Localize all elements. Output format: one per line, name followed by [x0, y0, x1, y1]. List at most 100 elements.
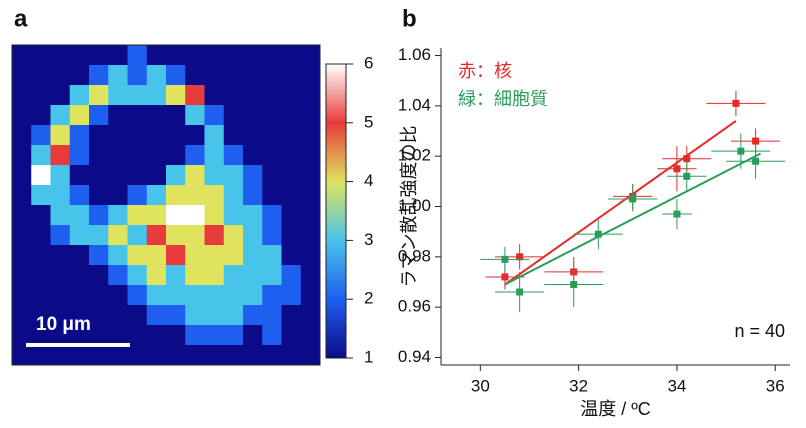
- heatmap-cell: [89, 225, 109, 246]
- heatmap-cell: [185, 245, 205, 266]
- heatmap-cell: [12, 285, 32, 306]
- heatmap-cell: [31, 265, 51, 286]
- data-point: [683, 172, 691, 180]
- fit-line: [504, 152, 761, 286]
- heatmap-cell: [223, 345, 244, 366]
- data-point: [501, 255, 509, 263]
- scale-bar-label: 10 μm: [36, 314, 91, 335]
- heatmap-cell: [89, 145, 109, 166]
- heatmap-cell: [223, 285, 244, 306]
- heatmap-cell: [185, 65, 205, 86]
- heatmap-cell: [12, 205, 32, 226]
- heatmap-cell: [69, 265, 90, 286]
- x-axis-label: 温度 / ºC: [580, 399, 651, 419]
- heatmap-cell: [69, 165, 90, 186]
- heatmap-cell: [243, 225, 263, 246]
- heatmap-cell: [300, 245, 321, 266]
- heatmap-cell: [89, 45, 109, 66]
- heatmap-cell: [223, 185, 244, 206]
- heatmap-cell: [281, 85, 302, 106]
- heatmap-cell: [127, 145, 148, 166]
- heatmap-cell: [262, 45, 282, 66]
- legend-entry: 緑：細胞質: [458, 89, 548, 109]
- heatmap-cell: [108, 165, 128, 186]
- heatmap-cell: [12, 325, 32, 346]
- heatmap-cell: [108, 85, 128, 106]
- heatmap-cell: [146, 125, 167, 146]
- heatmap-cell: [185, 265, 205, 286]
- y-axis-label: ラマン散乱強度の比: [399, 126, 419, 288]
- heatmap-cell: [281, 45, 302, 66]
- heatmap-cell: [69, 205, 90, 226]
- heatmap-cell: [89, 245, 109, 266]
- heatmap-cell: [281, 325, 302, 346]
- heatmap-cell: [50, 345, 71, 366]
- heatmap-cell: [223, 125, 244, 146]
- heatmap-cell: [185, 225, 205, 246]
- heatmap-cell: [50, 325, 71, 346]
- heatmap-cell: [31, 105, 51, 126]
- heatmap-cell: [281, 125, 302, 146]
- heatmap-cell: [31, 185, 51, 206]
- heatmap-cell: [146, 205, 167, 226]
- heatmap-cell: [243, 325, 263, 346]
- heatmap-cell: [243, 285, 263, 306]
- data-point: [752, 137, 760, 145]
- heatmap-cell: [146, 185, 167, 206]
- heatmap-cell: [185, 85, 205, 106]
- data-point: [594, 230, 602, 238]
- heatmap-cell: [262, 345, 282, 366]
- heatmap-cell: [12, 65, 32, 86]
- heatmap-cell: [69, 305, 90, 326]
- heatmap-cell: [108, 225, 128, 246]
- heatmap-cell: [127, 125, 148, 146]
- heatmap-cell: [166, 305, 186, 326]
- data-point: [570, 280, 578, 288]
- heatmap-cell: [31, 125, 51, 146]
- image-frame: [11, 44, 321, 366]
- colorbar-tick-label: 2: [364, 289, 373, 308]
- data-point: [732, 99, 740, 107]
- heatmap-cell: [281, 65, 302, 86]
- heatmap-cell: [31, 325, 51, 346]
- heatmap-cell: [262, 225, 282, 246]
- heatmap-cell: [262, 85, 282, 106]
- heatmap-cell: [262, 145, 282, 166]
- heatmap-cell: [127, 65, 148, 86]
- colorbar-tick-label: 6: [364, 53, 373, 72]
- heatmap-cell: [69, 285, 90, 306]
- heatmap-cell: [108, 185, 128, 206]
- heatmap-cell: [108, 105, 128, 126]
- heatmap-cell: [243, 125, 263, 146]
- heatmap-cell: [31, 305, 51, 326]
- heatmap-cell: [204, 85, 225, 106]
- heatmap-cell: [185, 145, 205, 166]
- heatmap-cell: [127, 225, 148, 246]
- data-point: [516, 288, 524, 296]
- heatmap-cell: [31, 65, 51, 86]
- data-point: [673, 210, 681, 218]
- heatmap-cell: [223, 325, 244, 346]
- heatmap-cell: [146, 45, 167, 66]
- heatmap-cell: [166, 225, 186, 246]
- heatmap-cell: [204, 245, 225, 266]
- heatmap-cell: [12, 185, 32, 206]
- heatmap-cell: [166, 325, 186, 346]
- heatmap-cell: [89, 105, 109, 126]
- heatmap-cell: [185, 305, 205, 326]
- heatmap-cell: [243, 305, 263, 326]
- heatmap-cell: [223, 265, 244, 286]
- heatmap-cell: [127, 245, 148, 266]
- heatmap-cell: [12, 265, 32, 286]
- heatmap-cell: [166, 345, 186, 366]
- heatmap-cell: [50, 105, 71, 126]
- heatmap-cell: [127, 205, 148, 226]
- heatmap-cell: [185, 285, 205, 306]
- heatmap-cell: [300, 185, 321, 206]
- heatmap-cell: [166, 105, 186, 126]
- heatmap-cell: [281, 185, 302, 206]
- heatmap-cell: [166, 65, 186, 86]
- heatmap-cell: [89, 265, 109, 286]
- heatmap-cell: [204, 105, 225, 126]
- heatmap-cell: [31, 145, 51, 166]
